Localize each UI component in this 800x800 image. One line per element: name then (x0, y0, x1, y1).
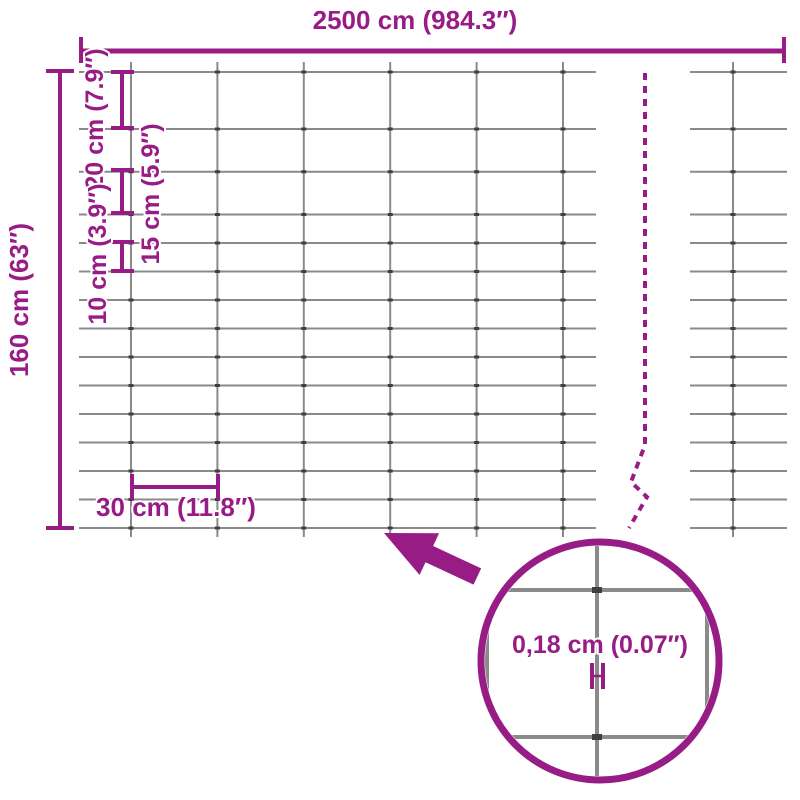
bracket-row-gap-middle (111, 168, 134, 215)
bracket-column-width (130, 474, 220, 500)
magnifier-lens (477, 538, 723, 784)
label-column-width: 30 cm (11.8″) (96, 492, 256, 522)
break-line (627, 73, 650, 530)
bracket-row-gap-lower (111, 240, 134, 273)
label-row-gap-top: 20 cm (7.9″) (81, 48, 109, 189)
label-row-gap-middle: 15 cm (5.9″) (137, 123, 165, 264)
label-row-gap-lower: 10 cm (3.9″) (84, 183, 112, 324)
lens-joint-bottom (592, 734, 602, 740)
bracket-row-gap-top (111, 70, 134, 130)
label-total-height: 160 cm (63″) (4, 223, 34, 377)
lens-joint-top (592, 587, 602, 593)
label-total-width: 2500 cm (984.3″) (313, 5, 518, 35)
lens-circle (477, 538, 723, 784)
label-wire-thickness: 0,18 cm (0.07″) (512, 631, 688, 659)
dimension-total-height (46, 69, 74, 530)
pointer-arrow (384, 533, 482, 585)
wire-thickness-marker (590, 663, 605, 689)
dimension-total-width (79, 37, 786, 63)
mesh-right-section (690, 62, 787, 537)
